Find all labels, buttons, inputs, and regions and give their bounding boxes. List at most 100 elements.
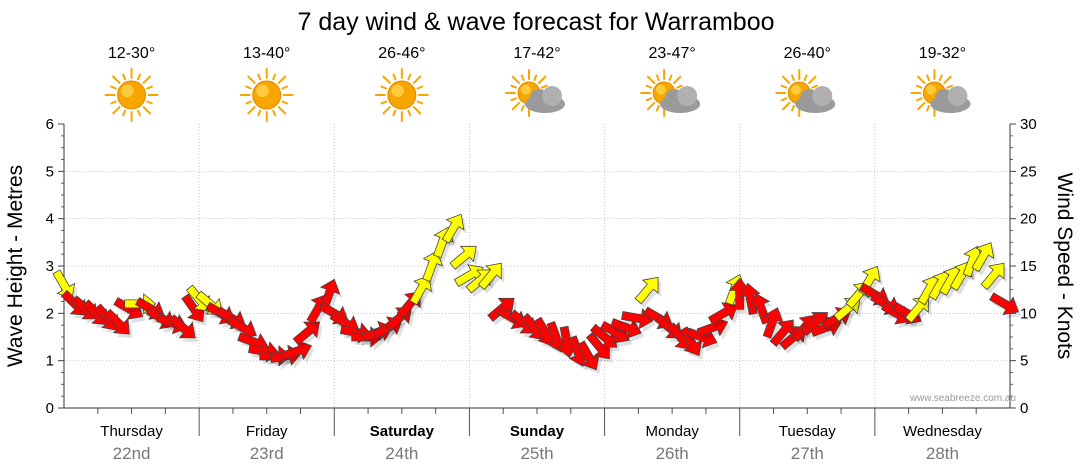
sun-ray <box>655 74 660 82</box>
sun-ray <box>655 104 660 112</box>
sun-ray <box>382 75 391 84</box>
wind-arrow <box>610 318 642 339</box>
sun-ray <box>782 101 791 111</box>
sun-ray <box>520 104 525 112</box>
temperature-range: 26-40° <box>784 45 831 62</box>
sun-ray <box>380 100 388 105</box>
sun-ray <box>407 109 412 117</box>
wind-arrow <box>168 314 196 339</box>
wind-arrows <box>52 213 1022 374</box>
sun-ray <box>946 84 953 89</box>
sun-ray <box>416 100 424 105</box>
sun-ray <box>673 75 682 85</box>
sun-ray <box>281 85 289 90</box>
sun-ray <box>146 100 153 105</box>
day-header: 19-32° <box>910 45 971 117</box>
wind-arrow <box>980 262 1005 291</box>
sun-ray <box>281 100 289 105</box>
tick-label-left: 2 <box>46 305 54 322</box>
day-header: 13-40° <box>239 45 294 122</box>
tick-label-left: 6 <box>46 116 54 133</box>
sun-ray <box>791 74 795 82</box>
sun-ray <box>110 100 117 105</box>
wind-arrow <box>589 323 618 348</box>
wind-arrow <box>449 245 477 270</box>
wind-arrow <box>762 307 784 339</box>
day-date: 28th <box>926 444 959 463</box>
tick-label-left: 0 <box>46 400 54 417</box>
sun-ray <box>412 75 422 84</box>
tick-label-right: 30 <box>1020 116 1037 133</box>
sun-ray <box>142 106 151 115</box>
sun-ray <box>122 73 127 81</box>
day-header: 23-47° <box>640 45 701 117</box>
sun-ray <box>540 84 548 89</box>
sun-ray <box>780 97 788 102</box>
wind-arrow <box>409 275 432 306</box>
sun-ray <box>392 73 397 81</box>
sun-ray <box>780 84 788 89</box>
sun-ray <box>146 85 153 90</box>
sun-ray <box>272 109 277 117</box>
sun-ray <box>245 100 253 105</box>
sun-ray <box>416 85 424 90</box>
temperature-range: 17-42° <box>513 45 560 62</box>
sun-ray <box>392 109 397 117</box>
day-date: 27th <box>791 444 824 463</box>
sun-ray <box>943 75 952 85</box>
sun-ray <box>510 84 518 89</box>
sun-ray <box>917 101 926 111</box>
wind-arrow <box>292 321 320 346</box>
wind-arrow <box>441 213 465 244</box>
cloud-puff <box>542 86 562 106</box>
sun-ray <box>137 109 141 117</box>
day-header: 17-42° <box>505 45 565 117</box>
sun-ray <box>110 85 117 90</box>
sun-ray <box>926 74 931 82</box>
sun-ray <box>915 97 923 102</box>
day-date: 22nd <box>113 444 151 463</box>
sun-ray <box>645 84 653 89</box>
tick-label-right: 0 <box>1020 400 1028 417</box>
sun-ray <box>938 74 943 82</box>
sun-icon <box>104 68 159 122</box>
sun-ray <box>510 97 518 102</box>
sun-ray <box>646 101 656 111</box>
sun-ray <box>917 75 926 85</box>
day-date: 25th <box>520 444 553 463</box>
sun-ray <box>646 75 656 85</box>
sun-ray <box>520 74 525 82</box>
wind-arrow <box>422 250 444 282</box>
day-header: 26-46° <box>374 45 429 122</box>
day-date: 23rd <box>250 444 284 463</box>
tick-label-right: 10 <box>1020 305 1037 322</box>
sun-ray <box>247 75 256 84</box>
day-name: Friday <box>246 423 288 440</box>
y-axis-left-label: Wave Height - Metres <box>4 165 27 367</box>
sun-highlight <box>256 84 269 98</box>
day-name: Tuesday <box>779 423 836 440</box>
sun-ray <box>511 75 521 85</box>
sun-ray <box>142 75 151 84</box>
wind-arrow <box>477 262 502 291</box>
sun-cloud-icon <box>910 69 971 117</box>
sun-ray <box>382 106 391 115</box>
sun-ray <box>122 109 127 117</box>
sun-ray <box>811 84 818 89</box>
sun-icon <box>374 68 429 122</box>
wind-arrow <box>971 242 995 273</box>
sun-ray <box>277 106 287 115</box>
tick-label-left: 4 <box>46 211 54 228</box>
sun-ray <box>676 84 683 89</box>
sun-ray <box>257 109 262 117</box>
sun-highlight <box>926 84 937 95</box>
temperature-range: 26-46° <box>378 45 425 62</box>
wind-arrow <box>679 326 703 357</box>
sun-highlight <box>791 84 801 95</box>
day-date: 26th <box>656 444 689 463</box>
sun-ray <box>272 73 277 81</box>
tick-label-right: 20 <box>1020 211 1037 228</box>
day-name: Saturday <box>370 423 435 440</box>
sun-ray <box>511 101 521 111</box>
